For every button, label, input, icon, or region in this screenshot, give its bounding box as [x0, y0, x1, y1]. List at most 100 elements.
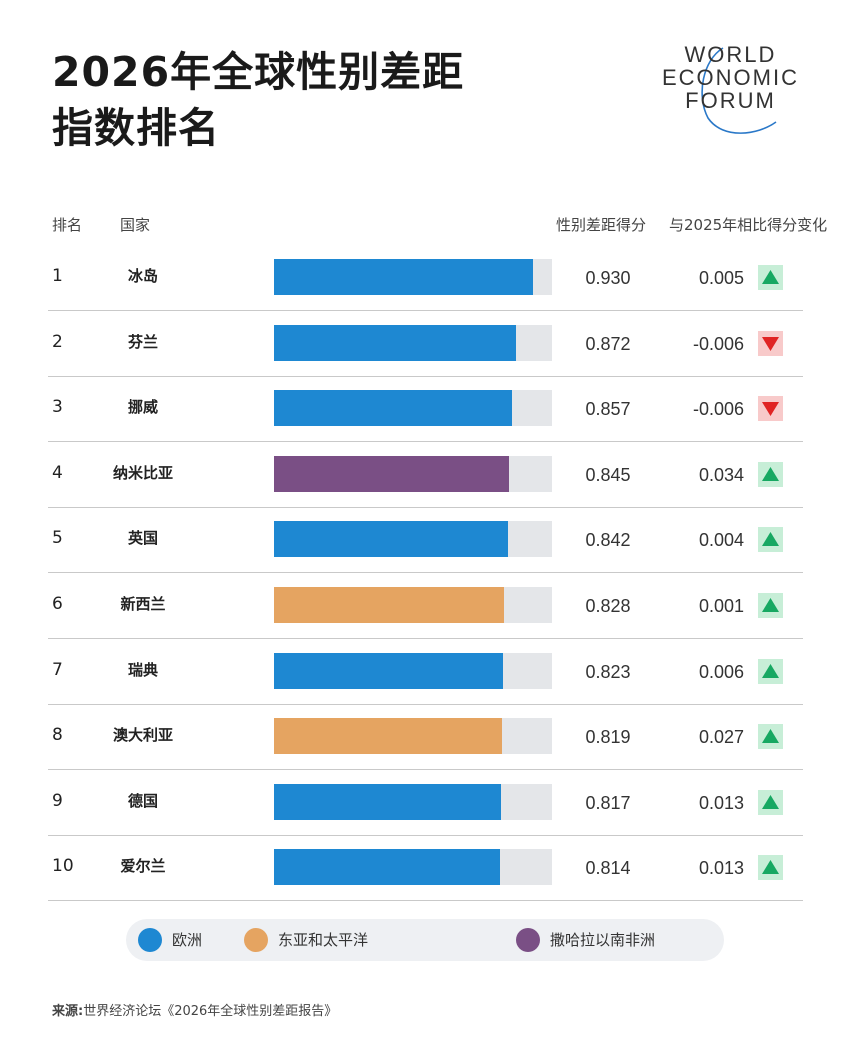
legend-label: 欧洲 [172, 931, 203, 949]
change-value: 0.027 [698, 727, 744, 748]
score-bar [274, 455, 509, 492]
table-row: 4 纳米比亚 0.845 0.034 [48, 442, 803, 508]
country-label: 德国 [127, 791, 158, 810]
bar-track [274, 390, 552, 427]
arrow-down-icon [758, 330, 783, 356]
bar-track [274, 783, 552, 820]
score-value: 0.857 [585, 399, 631, 420]
rank-label: 9 [52, 790, 63, 811]
score-bar [274, 521, 509, 558]
logo-line-1: WORLD [684, 42, 777, 67]
score-bar [274, 587, 505, 623]
score-value: 0.828 [585, 596, 631, 616]
row-divider [48, 638, 803, 639]
source-label: 来源: [52, 1004, 84, 1019]
arrow-down-icon [758, 396, 783, 422]
country-label: 爱尔兰 [120, 857, 166, 876]
score-bar [274, 718, 502, 755]
arrow-up-icon [758, 461, 783, 487]
country-label: 芬兰 [127, 332, 158, 351]
bar-track [274, 455, 552, 492]
score-value: 0.842 [585, 530, 631, 551]
country-label: 新西兰 [120, 595, 166, 613]
header-change: 与2025年相比得分变化 [669, 216, 828, 234]
country-label: 纳米比亚 [112, 463, 173, 482]
rank-label: 2 [52, 331, 63, 352]
score-bar [274, 783, 502, 820]
title-line-2: 指数排名 [52, 104, 220, 152]
rank-label: 3 [52, 397, 63, 418]
table-row: 1 冰岛 0.930 0.005 [48, 245, 803, 311]
score-bar [274, 324, 517, 361]
change-value: -0.006 [692, 399, 744, 420]
row-divider [48, 506, 803, 508]
logo-line-2: ECONOMIC [662, 65, 799, 90]
legend-swatch [244, 928, 268, 952]
row-divider [48, 572, 803, 574]
header-score: 性别差距得分 [556, 216, 647, 234]
change-value: 0.001 [698, 596, 744, 616]
score-bar [274, 849, 501, 886]
page-title: 2026年全球性别差距 指数排名 [52, 44, 612, 156]
legend: 欧洲 东亚和太平洋 撒哈拉以南非洲 [126, 919, 724, 961]
score-value: 0.823 [585, 661, 631, 682]
bar-track [274, 324, 552, 361]
score-value: 0.930 [585, 268, 631, 288]
row-divider [48, 834, 803, 836]
arrow-up-icon [758, 658, 783, 684]
bar-track [274, 718, 552, 755]
table-row: 9 德国 0.817 0.013 [48, 770, 803, 836]
change-value: 0.034 [698, 464, 744, 485]
logo-line-3: FORUM [685, 88, 776, 113]
bar-track [274, 849, 552, 886]
bar-track [274, 521, 552, 558]
header-country: 国家 [120, 216, 151, 234]
arrow-up-icon [758, 593, 783, 618]
legend-label: 撒哈拉以南非洲 [550, 931, 656, 949]
change-value: 0.013 [698, 792, 744, 813]
rank-label: 5 [52, 528, 63, 549]
arrow-up-icon [758, 855, 783, 881]
score-value: 0.845 [585, 464, 631, 485]
country-label: 澳大利亚 [112, 726, 173, 745]
header-rank: 排名 [52, 216, 83, 234]
table-row: 5 英国 0.842 0.004 [48, 507, 803, 574]
change-value: 0.006 [698, 661, 744, 682]
bar-track [274, 587, 552, 623]
change-value: 0.013 [698, 858, 744, 879]
logo-arc-icon [701, 47, 777, 134]
score-bar [274, 259, 533, 295]
row-divider [48, 441, 803, 443]
row-divider [48, 703, 803, 705]
row-divider [48, 375, 803, 377]
legend-label: 东亚和太平洋 [278, 931, 369, 949]
rank-label: 7 [52, 659, 63, 680]
score-value: 0.817 [585, 792, 631, 813]
source-text: 世界经济论坛《2026年全球性别差距报告》 [83, 1004, 338, 1019]
table-row: 2 芬兰 0.872 -0.006 [48, 311, 803, 377]
table-row: 3 挪威 0.857 -0.006 [48, 376, 803, 443]
arrow-up-icon [758, 527, 783, 553]
rank-label: 1 [52, 266, 63, 286]
country-label: 瑞典 [127, 660, 158, 679]
country-label: 英国 [127, 529, 158, 548]
bar-track [274, 259, 552, 295]
bar-track [274, 652, 552, 689]
score-value: 0.872 [585, 333, 631, 354]
score-value: 0.819 [585, 727, 631, 748]
legend-swatch [138, 928, 162, 952]
row-divider [48, 310, 803, 311]
country-label: 挪威 [127, 398, 158, 417]
table-row: 7 瑞典 0.823 0.006 [48, 639, 803, 705]
arrow-up-icon [758, 789, 783, 815]
change-value: 0.004 [698, 530, 744, 551]
rank-label: 8 [52, 725, 63, 746]
score-bar [274, 390, 513, 427]
table-row: 10 爱尔兰 0.814 0.013 [48, 835, 803, 902]
legend-swatch [516, 928, 540, 952]
change-value: 0.005 [698, 268, 744, 288]
arrow-up-icon [758, 265, 783, 290]
row-divider [48, 900, 803, 902]
arrow-up-icon [758, 724, 783, 750]
table-row: 8 澳大利亚 0.819 0.027 [48, 704, 803, 771]
